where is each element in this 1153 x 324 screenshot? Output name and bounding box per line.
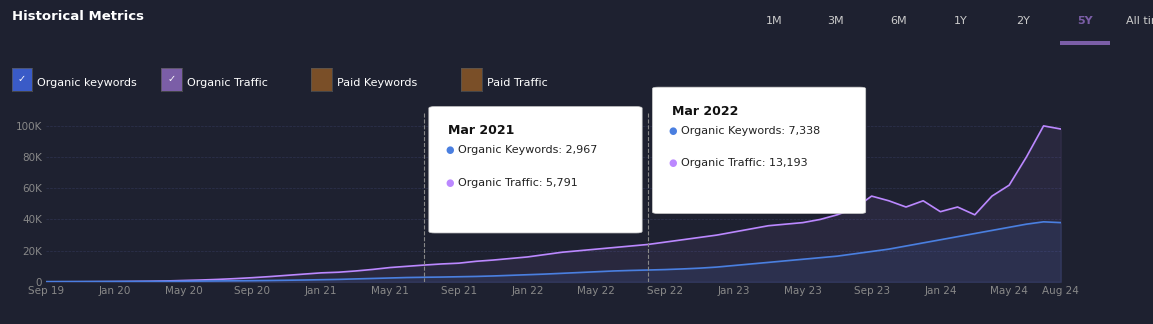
Text: 6M: 6M [890, 16, 906, 26]
Text: ✓: ✓ [17, 75, 27, 84]
Text: 1Y: 1Y [954, 16, 967, 26]
Text: Organic Traffic: Organic Traffic [187, 78, 267, 88]
Text: 3M: 3M [828, 16, 844, 26]
Text: Mar 2022: Mar 2022 [672, 105, 738, 118]
Text: ●: ● [445, 145, 453, 155]
Text: Paid Traffic: Paid Traffic [487, 78, 548, 88]
Text: Organic Keywords: 2,967: Organic Keywords: 2,967 [458, 145, 597, 155]
Text: Organic Traffic: 13,193: Organic Traffic: 13,193 [681, 158, 808, 168]
Text: Organic Traffic: 5,791: Organic Traffic: 5,791 [458, 178, 578, 188]
Text: Organic Keywords: 7,338: Organic Keywords: 7,338 [681, 126, 821, 136]
Text: 2Y: 2Y [1016, 16, 1030, 26]
Text: 1M: 1M [766, 16, 782, 26]
Text: ●: ● [669, 126, 677, 136]
Text: Paid Keywords: Paid Keywords [337, 78, 417, 88]
Text: 5Y: 5Y [1077, 16, 1093, 26]
Text: All time: All time [1126, 16, 1153, 26]
Text: ●: ● [669, 158, 677, 168]
Text: Organic keywords: Organic keywords [37, 78, 137, 88]
Text: Mar 2021: Mar 2021 [449, 124, 515, 137]
Text: ✓: ✓ [167, 75, 176, 84]
Text: ●: ● [445, 178, 453, 188]
Text: Historical Metrics: Historical Metrics [12, 10, 143, 23]
